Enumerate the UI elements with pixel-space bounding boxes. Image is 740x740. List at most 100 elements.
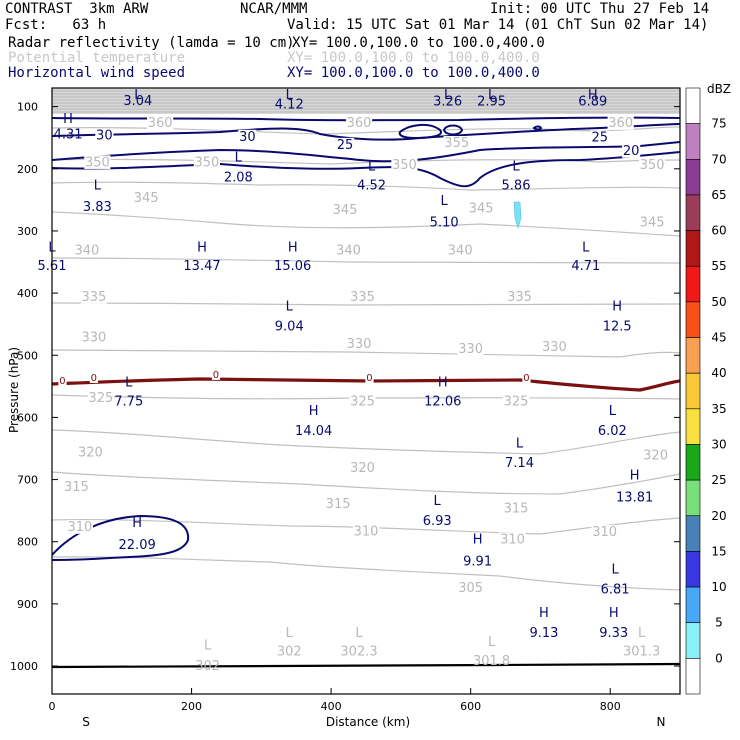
theta-contour-label-bg <box>443 136 470 150</box>
wind-contour-closed-4 <box>52 514 190 561</box>
wind-extremum-value: 6.89 <box>578 94 607 109</box>
wind-extremum-type: L <box>444 88 452 103</box>
wind-contour-closed-1 <box>398 124 442 140</box>
theta-contour-label: 360 <box>148 116 173 131</box>
theta-contour-label-bg <box>66 520 94 534</box>
theta-contour-label-bg <box>345 116 373 130</box>
field-xy-reflectivity: XY= 100.0,100.0 to 100.0,400.0 <box>292 35 545 51</box>
theta-contour-label-bg <box>133 190 160 205</box>
forecast-hour: Fcst: 63 h <box>5 17 107 33</box>
theta-extremum-value: 302 <box>277 644 302 659</box>
theta-contour-label-bg <box>638 215 666 230</box>
theta-contour-label: 345 <box>333 203 358 218</box>
radar-echo <box>513 201 522 230</box>
wind-extremum-value: 7.14 <box>505 456 534 471</box>
theta-contour-label-bg <box>457 581 484 595</box>
colorbar-label: 65 <box>711 188 726 202</box>
wind-extremum-type: H <box>630 469 640 484</box>
colorbar-swatch <box>685 372 701 410</box>
colorbar-label: 25 <box>711 473 726 487</box>
theta-labels: 360 360 360 355 350 350 350 350 345 345 345 345 340 3… <box>63 116 669 596</box>
theta-contour-label: 340 <box>336 244 361 259</box>
wind-labels: 30 30 25 25 20 <box>95 128 641 159</box>
colorbar-swatch <box>685 123 701 160</box>
theta-contour-label: 330 <box>81 331 106 346</box>
wind-extremum-value: 12.5 <box>603 319 632 334</box>
freezing-contour-label: 0 <box>59 376 65 387</box>
wind-contour-closed-3 <box>532 125 543 131</box>
colorbar-swatch <box>685 158 701 196</box>
x-axis-label: Distance (km) <box>326 715 410 729</box>
theta-contour-label-bg <box>349 290 376 304</box>
theta-contour-label-bg <box>591 525 618 539</box>
theta-contour-label: 335 <box>81 290 106 305</box>
theta-contour-label-bg <box>391 157 418 172</box>
theta-contour-label-bg <box>193 155 220 169</box>
y-tick-label: 900 <box>17 598 38 611</box>
theta-contour-label: 325 <box>88 391 113 406</box>
theta-contour-label-bg <box>499 532 526 547</box>
y-tick-label: 100 <box>17 101 38 114</box>
theta-contour-label-bg <box>457 341 484 356</box>
colorbar-label: 35 <box>711 402 726 416</box>
colorbar-swatch <box>685 230 701 267</box>
plot-frame <box>51 87 681 695</box>
theta-contour-label: 325 <box>504 395 529 410</box>
x-tick-label: 0 <box>49 700 56 713</box>
wind-extremum-value: 6.93 <box>423 514 452 529</box>
wind-extremum-type: H <box>588 88 598 103</box>
wind-contour-closed-2 <box>442 124 464 136</box>
valid-time: Valid: 15 UTC Sat 01 Mar 14 (01 ChT Sun … <box>287 17 709 33</box>
colorbar-swatch <box>685 622 701 659</box>
wind-extremum-type: H <box>612 300 622 315</box>
y-tick-label: 500 <box>17 349 38 362</box>
wind-extremum-value: 3.83 <box>83 200 112 215</box>
theta-contour-label: 310 <box>592 525 617 540</box>
theta-line-320 <box>52 429 680 455</box>
wind-extremum-type: L <box>134 88 142 103</box>
theta-contour-label: 345 <box>134 191 159 206</box>
colorbar-label: 70 <box>711 152 726 166</box>
y-tick-label: 600 <box>17 411 38 424</box>
wind-extremum-type: H <box>63 112 73 127</box>
colorbar-swatch <box>685 444 701 481</box>
wind-contour-label-bg <box>95 128 114 143</box>
wind-contour-label-bg <box>238 129 257 144</box>
colorbar-label: 50 <box>711 295 726 309</box>
theta-contour-label: 320 <box>78 446 103 461</box>
theta-contour-label: 315 <box>64 480 89 495</box>
wind-contour-label: 30 <box>96 129 113 144</box>
theta-contour-label-bg <box>331 203 359 217</box>
y-tick-label: 200 <box>17 163 38 176</box>
wind-extremum-value: 15.06 <box>274 259 311 274</box>
freezing-level-line <box>52 377 680 392</box>
y-tick-label: 300 <box>17 225 38 238</box>
wind-extremum-value: 9.13 <box>529 626 558 641</box>
wind-extremum-type: L <box>611 562 619 577</box>
theta-contour-label-bg <box>335 243 362 258</box>
theta-contour-label: 330 <box>347 337 372 352</box>
colorbar-label: 45 <box>711 331 726 345</box>
theta-contour-label-bg <box>506 290 533 304</box>
wind-extremum-type: L <box>286 300 294 315</box>
theta-contour-label: 310 <box>500 533 525 548</box>
theta-contour-label-bg <box>349 461 376 475</box>
wind-extremum-type: H <box>473 533 483 548</box>
wind-extremum-value: 4.12 <box>275 98 304 113</box>
wind-extremum-value: 4.52 <box>357 178 386 193</box>
theta-contour-label-bg <box>80 330 107 345</box>
colorbar-label: 60 <box>711 224 726 238</box>
theta-line-340 <box>52 257 680 264</box>
theta-contour-label: 360 <box>347 116 372 131</box>
field-label-theta: Potential temperature <box>8 50 186 66</box>
theta-line-330 <box>52 349 680 358</box>
theta-line-305 <box>52 556 680 591</box>
wind-extremum-value: 7.75 <box>114 395 143 410</box>
south-label: S <box>82 715 90 729</box>
wind-extremum-type: L <box>235 150 243 165</box>
wind-extremum-type: L <box>434 494 442 509</box>
colorbar-label: 30 <box>711 437 726 451</box>
theta-contour-label: 350 <box>640 158 665 173</box>
